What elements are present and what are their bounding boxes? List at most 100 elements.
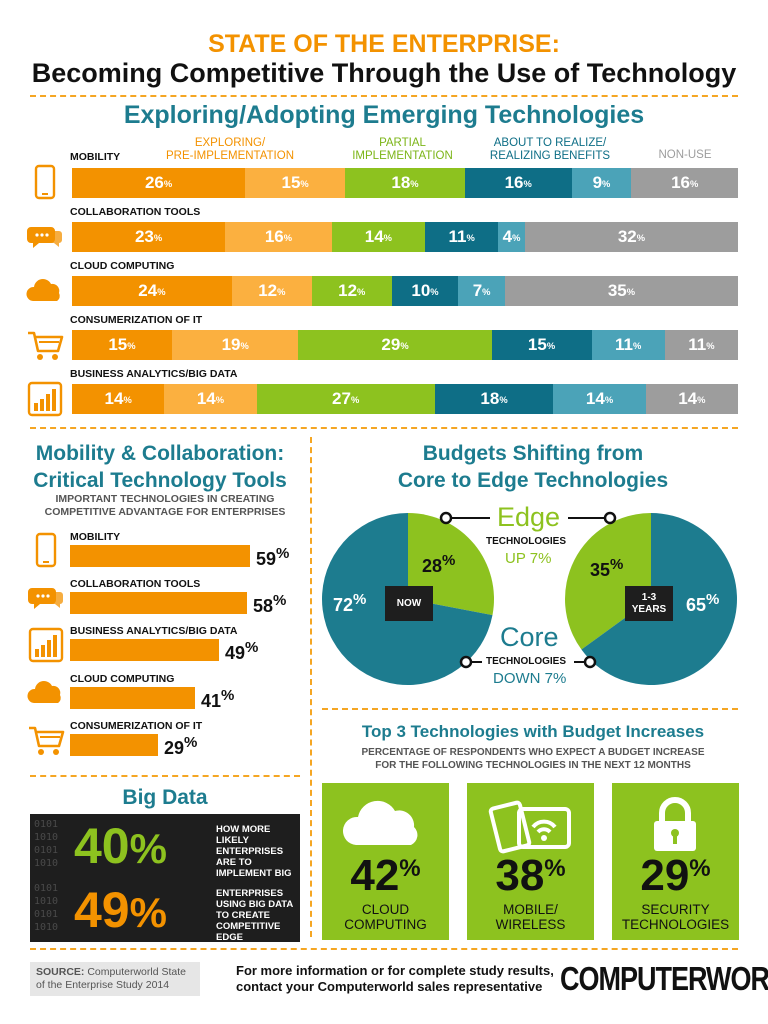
top3-caption: PERCENTAGE OF RESPONDENTS WHO EXPECT A B… xyxy=(318,746,748,772)
pie-value-label: 72% xyxy=(333,591,367,615)
bar-segment: 26% xyxy=(72,168,246,198)
analytics-icon xyxy=(26,625,66,665)
divider xyxy=(30,948,738,950)
core-technologies-label: TECHNOLOGIES xyxy=(486,656,567,667)
stage-label: ABOUT TO REALIZE/ REALIZING BENEFITS xyxy=(489,137,611,162)
connector-dot xyxy=(603,511,617,525)
stage-label: PARTIAL IMPLEMENTATION xyxy=(352,137,453,162)
bar-segment: 11% xyxy=(424,222,499,252)
cart-icon xyxy=(26,720,66,760)
binary-decoration: 0101 1010 0101 1010 xyxy=(34,819,59,869)
pie-value-label: 65% xyxy=(686,591,720,615)
footer-info: For more information or for complete stu… xyxy=(236,963,566,995)
bar-segment: 29% xyxy=(298,330,492,360)
bar-segment: 27% xyxy=(256,384,435,414)
divider xyxy=(30,775,300,777)
top3-label: CLOUD COMPUTING xyxy=(344,902,427,932)
bar-segment: 15% xyxy=(245,168,346,198)
connector-dot xyxy=(459,655,473,669)
row-label: BUSINESS ANALYTICS/BIG DATA xyxy=(70,368,238,380)
importance-bar xyxy=(70,734,158,756)
top3-value-percent: % xyxy=(689,855,711,882)
top3-label: SECURITY TECHNOLOGIES xyxy=(621,902,730,932)
divider xyxy=(30,427,738,429)
top3-card: 42% CLOUD COMPUTING xyxy=(322,783,449,940)
stacked-bar: 23% 16% 14% 11% 4% 32% xyxy=(72,222,739,252)
importance-value: 49% xyxy=(225,639,259,663)
big-data-value-number: 40 xyxy=(74,818,130,874)
binary-decoration: 0101 1010 0101 1010 xyxy=(34,883,59,933)
kicker-title: STATE OF THE ENTERPRISE: xyxy=(208,30,560,58)
bar-segment: 16% xyxy=(464,168,572,198)
big-data-value-percent: % xyxy=(129,825,167,872)
bar-segment: 18% xyxy=(345,168,465,198)
cloud-icon xyxy=(322,791,449,860)
edge-wedge xyxy=(565,513,651,650)
bar-segment: 14% xyxy=(553,384,646,414)
bar-segment: 14% xyxy=(72,384,165,414)
importance-bar xyxy=(70,545,250,567)
stacked-bar: 24% 12% 12% 10% 7% 35% xyxy=(72,276,738,306)
edge-label: Edge xyxy=(497,502,561,532)
big-data-value: 49% xyxy=(74,882,167,941)
main-title: Becoming Competitive Through the Use of … xyxy=(31,58,737,88)
top3-value: 42% xyxy=(322,851,449,901)
budgets-title-line2: Core to Edge Technologies xyxy=(397,469,669,492)
top3-label: MOBILE/ WIRELESS xyxy=(495,902,566,932)
importance-label: CLOUD COMPUTING xyxy=(70,673,175,685)
pie-value-label: 28% xyxy=(422,552,456,576)
padlock-icon xyxy=(612,791,739,860)
importance-label: MOBILITY xyxy=(70,531,121,543)
top3-value-number: 42 xyxy=(350,851,400,900)
now-tag: NOW xyxy=(385,586,433,621)
big-data-title: Big Data xyxy=(122,786,208,809)
stage-label: EXPLORING/ PRE-IMPLEMENTATION xyxy=(166,137,294,162)
importance-bar xyxy=(70,687,195,709)
importance-label: CONSUMERIZATION OF IT xyxy=(70,720,203,732)
importance-caption-line2: COMPETITIVE ADVANTAGE FOR ENTERPRISES xyxy=(44,506,286,518)
row-label: MOBILITY xyxy=(70,151,121,163)
cloud-icon xyxy=(25,271,65,311)
top3-caption-line1: PERCENTAGE OF RESPONDENTS WHO EXPECT A B… xyxy=(361,747,705,758)
big-data-value: 40% xyxy=(74,818,167,877)
bar-segment: 14% xyxy=(331,222,425,252)
bar-segment: 18% xyxy=(434,384,554,414)
top3-value-percent: % xyxy=(544,855,566,882)
mobile-wireless-icon xyxy=(467,791,594,860)
stacked-bar: 15% 19% 29% 15% 11% 11% xyxy=(72,330,739,360)
row-label: CONSUMERIZATION OF IT xyxy=(70,314,203,326)
bar-segment: 16% xyxy=(631,168,738,198)
importance-title-line2: Critical Technology Tools xyxy=(33,469,287,492)
cart-icon xyxy=(25,325,65,365)
importance-value: 29% xyxy=(164,734,198,758)
top3-title: Top 3 Technologies with Budget Increases xyxy=(361,722,705,741)
importance-caption-line1: IMPORTANT TECHNOLOGIES IN CREATING xyxy=(55,493,275,505)
big-data-text: ENTERPRISES USING BIG DATA TO CREATE COM… xyxy=(216,888,293,943)
edge-change: UP 7% xyxy=(505,550,552,567)
stacked-bar: 14% 14% 27% 18% 14% 14% xyxy=(72,384,738,414)
bar-segment: 4% xyxy=(498,222,525,252)
computerworld-logo: COMPUTERWORLD xyxy=(560,960,768,998)
bar-segment: 12% xyxy=(231,276,312,306)
core-label: Core xyxy=(500,622,559,652)
adoption-title: Exploring/Adopting Emerging Technologies xyxy=(123,101,645,129)
stacked-bar: 26% 15% 18% 16% 9% 16% xyxy=(72,168,738,198)
connector-dot xyxy=(439,511,453,525)
bar-segment: 10% xyxy=(391,276,459,306)
budgets-title-line1: Budgets Shifting from xyxy=(422,442,644,465)
footer-info-line2: contact your Computerworld sales represe… xyxy=(236,979,543,994)
budgets-title: Budgets Shifting from Core to Edge Techn… xyxy=(318,440,748,494)
analytics-icon xyxy=(25,379,65,419)
vertical-divider xyxy=(310,437,312,937)
top3-value-number: 38 xyxy=(495,851,545,900)
top3-card: 38% MOBILE/ WIRELESS xyxy=(467,783,594,940)
phone-icon xyxy=(25,163,65,203)
top3-value-number: 29 xyxy=(640,851,690,900)
top3-value: 38% xyxy=(467,851,594,901)
big-data-value-percent: % xyxy=(129,889,167,936)
bar-segment: 23% xyxy=(72,222,226,252)
bar-segment: 24% xyxy=(72,276,232,306)
importance-label: COLLABORATION TOOLS xyxy=(70,578,201,590)
big-data-stat: 0101 1010 0101 1010 40% HOW MORE LIKELY EN… xyxy=(30,814,300,901)
importance-value: 58% xyxy=(253,592,287,616)
